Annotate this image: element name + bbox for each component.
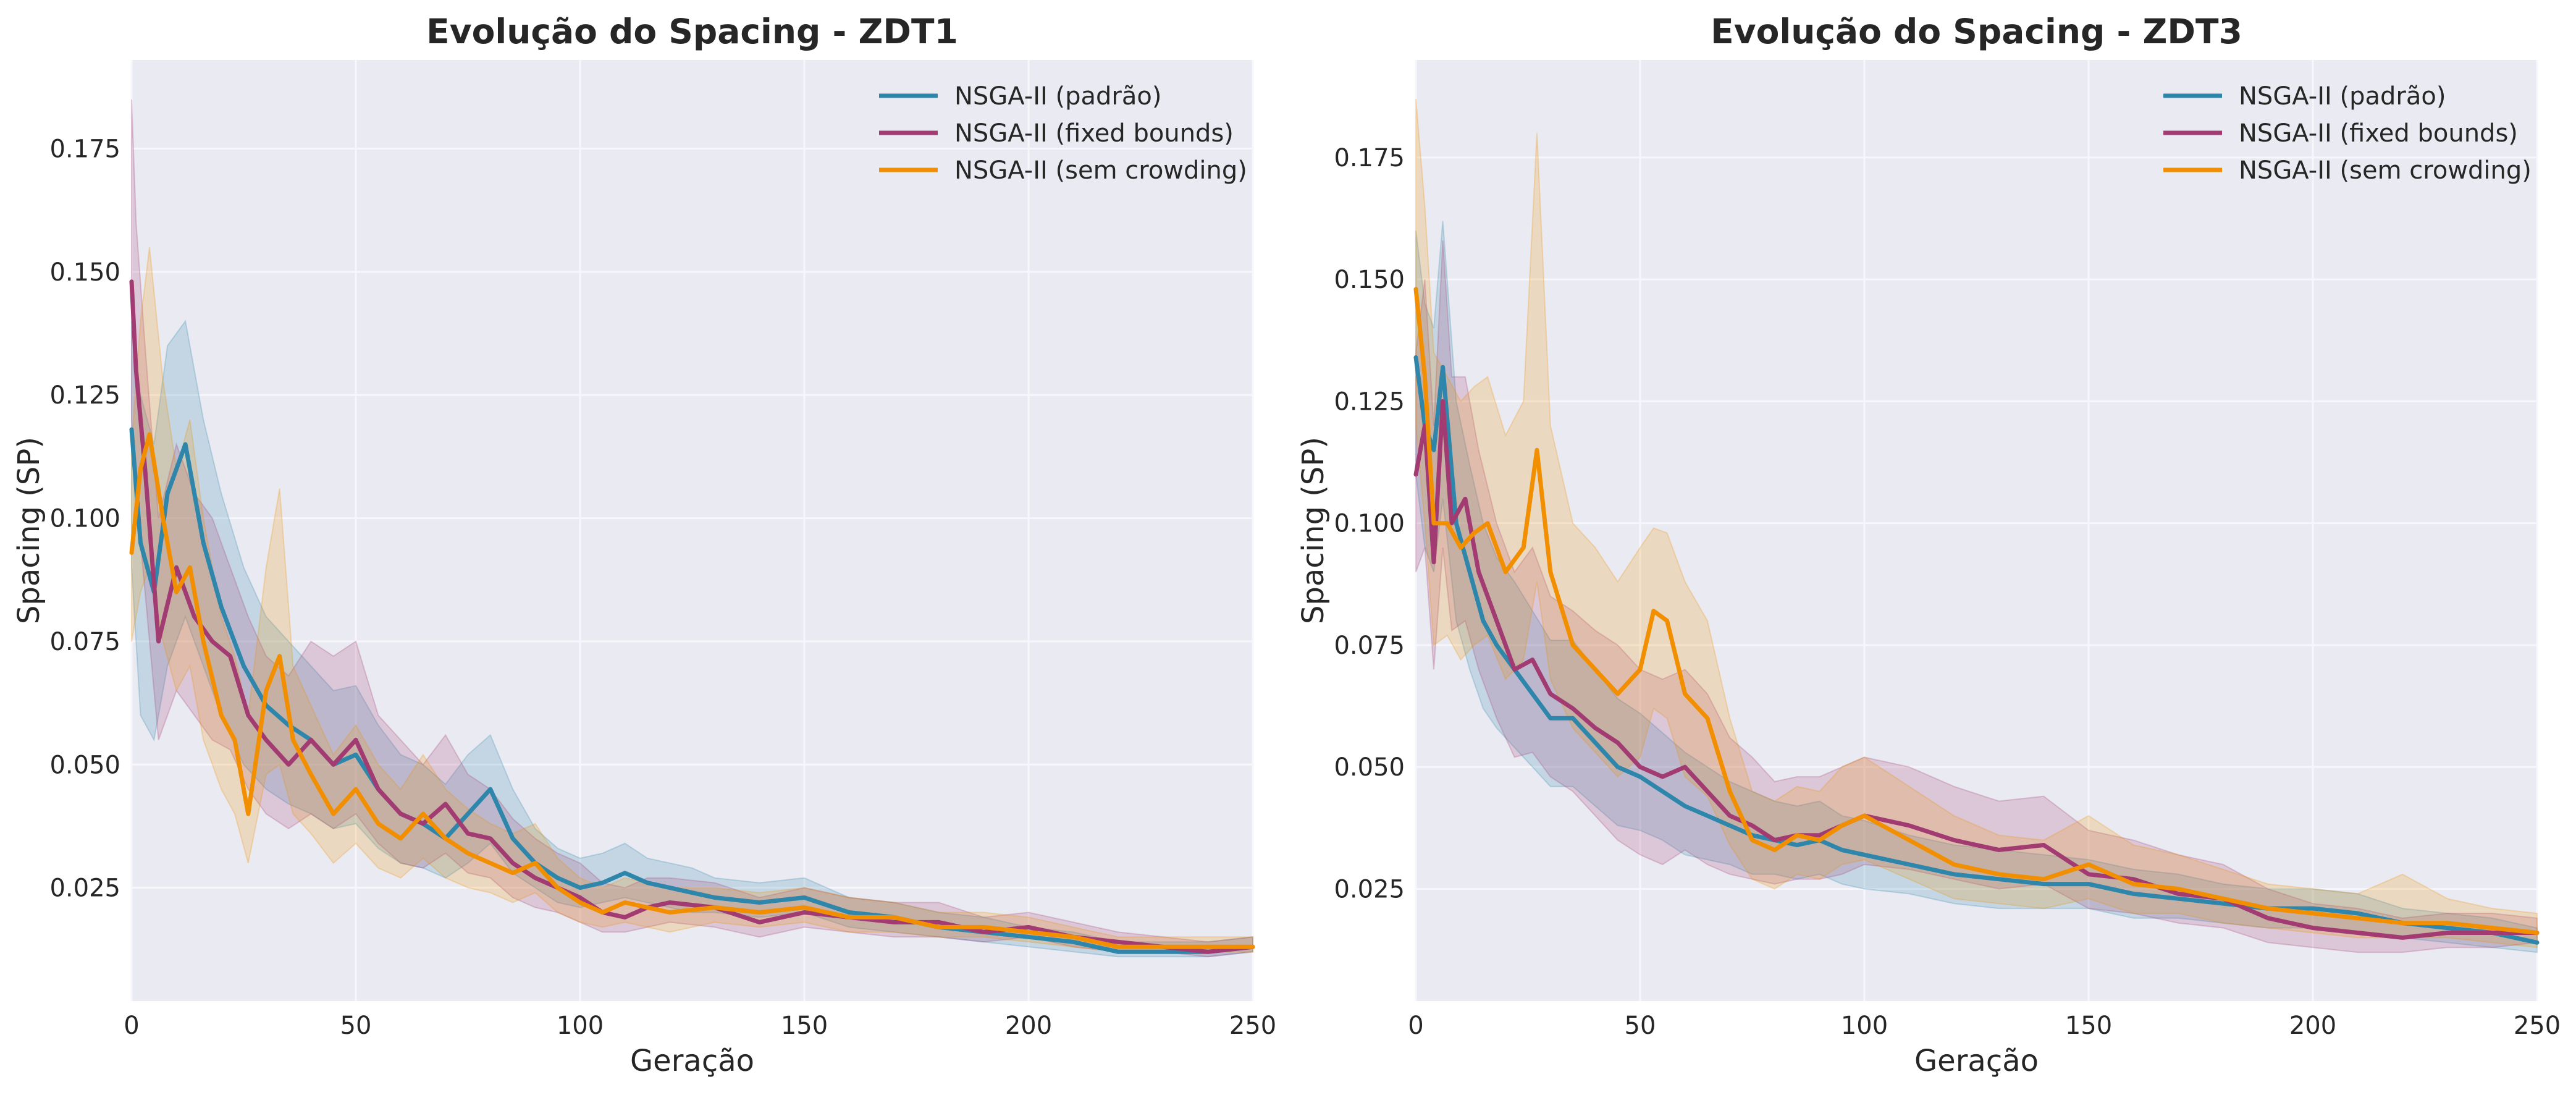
y-ticks-zdt1: 0.025 0.050 0.075 0.100 0.125 0.150 0.175 xyxy=(49,135,120,903)
chart-zdt3: 0 50 100 150 200 250 0.025 0.050 0.075 0.100 0.12… xyxy=(1296,12,2561,1078)
y-tick-label: 0.025 xyxy=(49,874,120,903)
y-tick-label: 0.050 xyxy=(49,751,120,779)
legend-label-standard: NSGA-II (padrão) xyxy=(2239,82,2446,111)
x-tick-label: 200 xyxy=(1005,1012,1052,1040)
series-line-standard xyxy=(1413,355,2540,945)
x-ticks-zdt3: 0 50 100 150 200 250 xyxy=(1408,1012,2561,1040)
x-tick-label: 0 xyxy=(1408,1012,1423,1040)
series-line-fixed-bounds xyxy=(1413,399,2540,940)
y-tick-label: 0.125 xyxy=(49,381,120,410)
y-axis-label-zdt1: Spacing (SP) xyxy=(12,437,46,624)
band-fixed-bounds xyxy=(131,99,1253,958)
y-tick-label: 0.150 xyxy=(1334,266,1405,294)
legend-label-no-crowding: NSGA-II (sem crowding) xyxy=(2239,156,2532,185)
x-tick-label: 150 xyxy=(2065,1012,2112,1040)
chart-zdt1: 0 50 100 150 200 250 0.025 0.050 0.075 0.100 0.12… xyxy=(12,12,1276,1078)
y-tick-label: 0.175 xyxy=(49,135,120,164)
lines-zdt3 xyxy=(1413,287,2540,945)
y-tick-label: 0.025 xyxy=(1334,876,1405,904)
x-tick-label: 200 xyxy=(2289,1012,2336,1040)
legend-label-no-crowding: NSGA-II (sem crowding) xyxy=(954,156,1247,185)
x-axis-label-zdt3: Geração xyxy=(1914,1044,2039,1078)
plot-area-zdt1 xyxy=(132,60,1253,1001)
x-tick-label: 100 xyxy=(557,1012,604,1040)
legend-label-fixed-bounds: NSGA-II (fixed bounds) xyxy=(954,119,1234,148)
band-no-crowding xyxy=(131,247,1253,953)
lines-zdt1 xyxy=(129,279,1255,954)
y-tick-label: 0.075 xyxy=(1334,632,1405,660)
grid-zdt3 xyxy=(1415,60,2538,1001)
legend-label-fixed-bounds: NSGA-II (fixed bounds) xyxy=(2239,119,2518,148)
chart-title-zdt1: Evolução do Spacing - ZDT1 xyxy=(426,12,958,51)
bands-zdt1 xyxy=(131,99,1253,958)
legend-zdt3: NSGA-II (padrão) NSGA-II (fixed bounds) … xyxy=(2163,82,2532,185)
x-axis-label-zdt1: Geração xyxy=(630,1044,754,1078)
x-tick-label: 0 xyxy=(124,1012,139,1040)
y-tick-label: 0.050 xyxy=(1334,753,1405,782)
band-no-crowding xyxy=(1415,99,2538,949)
series-line-no-crowding xyxy=(1413,287,2540,935)
grid-zdt1 xyxy=(130,60,1254,1001)
chart-title-zdt3: Evolução do Spacing - ZDT3 xyxy=(1711,12,2242,51)
legend-zdt1: NSGA-II (padrão) NSGA-II (fixed bounds) … xyxy=(879,82,1247,185)
x-tick-label: 100 xyxy=(1841,1012,1888,1040)
x-tick-label: 150 xyxy=(781,1012,828,1040)
x-tick-label: 250 xyxy=(2514,1012,2561,1040)
y-tick-label: 0.175 xyxy=(1334,144,1405,172)
y-ticks-zdt3: 0.025 0.050 0.075 0.100 0.125 0.150 0.175 xyxy=(1334,144,1405,904)
band-standard xyxy=(131,319,1253,958)
x-tick-label: 250 xyxy=(1229,1012,1276,1040)
legend-label-standard: NSGA-II (padrão) xyxy=(954,82,1161,111)
series-line-no-crowding xyxy=(129,432,1255,949)
y-tick-label: 0.150 xyxy=(49,258,120,287)
x-tick-label: 50 xyxy=(1625,1012,1656,1040)
band-standard xyxy=(1415,221,2538,953)
y-tick-label: 0.100 xyxy=(1334,510,1405,538)
x-ticks-zdt1: 0 50 100 150 200 250 xyxy=(124,1012,1276,1040)
x-tick-label: 50 xyxy=(340,1012,372,1040)
y-tick-label: 0.100 xyxy=(49,505,120,533)
y-tick-label: 0.125 xyxy=(1334,387,1405,416)
y-tick-label: 0.075 xyxy=(49,628,120,656)
y-axis-label-zdt3: Spacing (SP) xyxy=(1296,437,1331,624)
